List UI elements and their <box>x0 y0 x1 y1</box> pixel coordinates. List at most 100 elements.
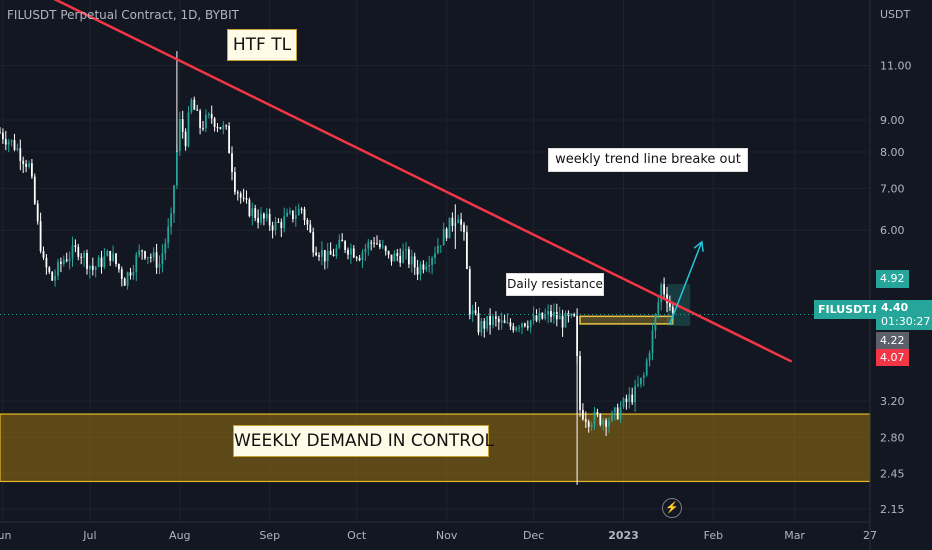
candle-body <box>152 252 155 258</box>
candle-body <box>373 242 375 244</box>
candle-body <box>535 315 538 321</box>
candle-body <box>463 224 465 233</box>
candle-body <box>439 245 442 247</box>
candle-body <box>480 321 483 333</box>
candle-body <box>28 163 30 167</box>
candle-body <box>210 113 213 119</box>
candle-body <box>428 265 431 267</box>
candle-body <box>89 265 91 270</box>
candle-body <box>7 141 10 145</box>
candle-body <box>547 311 549 315</box>
candle-body <box>468 269 471 315</box>
weekly-breakout-note[interactable]: weekly trend line breake out <box>548 148 748 172</box>
candle-body <box>300 208 303 210</box>
x-tick-label: Aug <box>169 529 190 542</box>
candle-body <box>553 311 555 317</box>
candle-body <box>611 412 613 421</box>
candle-body <box>663 284 665 295</box>
candle-body <box>608 420 610 427</box>
candle-body <box>596 412 599 415</box>
candle-body <box>599 414 602 425</box>
y-tick-label: 7.00 <box>880 182 905 195</box>
candles <box>0 51 674 485</box>
htf-note[interactable]: HTF TL <box>227 29 297 61</box>
lightning-icon[interactable]: ⚡ <box>662 498 682 518</box>
candle-body <box>669 303 671 307</box>
x-tick-label: Mar <box>784 529 805 542</box>
candle-body <box>54 275 56 281</box>
candle-body <box>103 256 106 268</box>
candle-body <box>437 245 439 254</box>
candle-body <box>158 263 161 268</box>
candle-body <box>532 315 535 321</box>
candle-body <box>106 250 109 257</box>
candle-body <box>231 153 233 173</box>
candle-body <box>132 272 135 276</box>
candle-body <box>431 257 433 266</box>
candle-body <box>176 151 178 186</box>
candle-body <box>234 172 236 193</box>
candle-body <box>338 239 341 248</box>
candle-body <box>323 250 326 262</box>
candle-body <box>352 248 355 258</box>
high-price-tag: 4.92 <box>876 270 909 288</box>
candle-body <box>413 256 416 268</box>
candle-body <box>199 110 201 128</box>
y-tick-label: 3.20 <box>880 395 905 408</box>
candle-body <box>622 398 625 408</box>
candle-body <box>202 127 204 129</box>
candle-body <box>619 407 622 419</box>
candle-body <box>225 125 228 127</box>
candle-body <box>170 213 172 227</box>
weekly-demand-note[interactable]: WEEKLY DEMAND IN CONTROL <box>233 425 494 457</box>
candle-body <box>410 256 413 265</box>
candle-body <box>65 259 68 262</box>
candle-body <box>326 250 329 262</box>
candle-body <box>13 140 16 150</box>
candle-body <box>60 261 62 264</box>
candle-body <box>509 322 512 327</box>
candle-body <box>309 224 312 233</box>
grey-price-tag: 4.22 <box>876 332 909 349</box>
daily-resistance-note[interactable]: Daily resistance <box>506 273 604 296</box>
target-arrow-head <box>693 240 704 252</box>
candle-body <box>518 327 520 329</box>
candle-body <box>640 377 642 385</box>
candle-body <box>22 160 25 164</box>
currency-label: USDT <box>880 8 911 21</box>
candle-body <box>141 250 143 252</box>
y-tick-label: 6.00 <box>880 224 905 237</box>
y-tick-label: 2.45 <box>880 468 905 481</box>
candle-body <box>402 250 404 263</box>
candle-body <box>187 112 190 147</box>
candle-body <box>350 248 352 255</box>
candle-body <box>248 199 251 217</box>
candle-body <box>628 394 631 402</box>
candle-body <box>126 272 129 286</box>
candle-body <box>135 254 138 273</box>
candle-body <box>483 321 486 329</box>
candle-body <box>544 314 547 319</box>
candle-body <box>164 243 167 254</box>
candle-body <box>361 252 364 261</box>
candle-body <box>579 355 581 411</box>
candle-body <box>315 252 317 256</box>
candle-body <box>558 315 561 320</box>
candle-body <box>277 221 280 223</box>
candle-body <box>147 257 149 259</box>
candle-body <box>387 251 390 255</box>
candle-body <box>45 257 48 268</box>
candle-body <box>167 226 170 244</box>
candle-body <box>306 220 309 225</box>
candle-body <box>120 269 123 279</box>
candle-body <box>637 384 639 386</box>
candle-body <box>184 131 187 147</box>
candle-body <box>251 208 254 217</box>
candle-body <box>94 266 97 270</box>
candle-body <box>196 109 199 111</box>
candle-body <box>74 245 77 247</box>
candle-body <box>500 320 503 323</box>
candle-body <box>434 253 436 258</box>
candle-body <box>25 163 27 167</box>
